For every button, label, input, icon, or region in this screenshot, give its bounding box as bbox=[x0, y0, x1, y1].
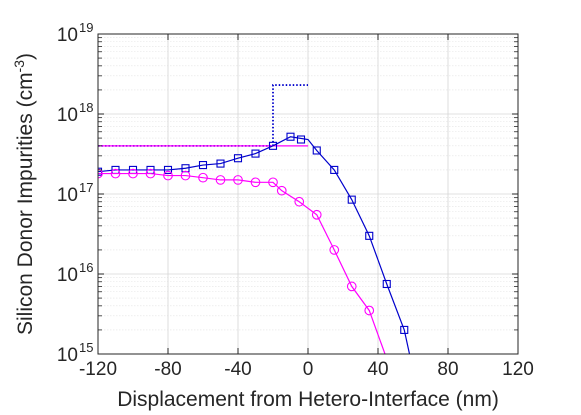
x-tick-label: -40 bbox=[224, 359, 251, 380]
x-axis-title: Displacement from Hetero-Interface (nm) bbox=[117, 388, 499, 411]
y-tick-label-base: 10 bbox=[57, 105, 78, 126]
series-3-marker bbox=[180, 170, 191, 181]
series-2-marker bbox=[268, 141, 278, 150]
plot-series bbox=[98, 84, 411, 354]
x-tick-label: 120 bbox=[502, 359, 534, 380]
series-3-marker bbox=[268, 177, 278, 188]
series-2-marker bbox=[198, 161, 208, 170]
y-tick-label: 10 bbox=[57, 25, 78, 46]
y-tick-label-exponent: 19 bbox=[79, 20, 93, 35]
series-2-marker bbox=[286, 132, 295, 141]
y-tick-label-base: 10 bbox=[57, 345, 78, 366]
series-3-marker bbox=[364, 305, 375, 316]
series-3-marker bbox=[198, 172, 208, 183]
y-tick-label-base: 10 bbox=[57, 185, 78, 206]
series-2-marker bbox=[330, 165, 339, 174]
series-3-marker bbox=[163, 170, 173, 181]
series-3-marker bbox=[110, 168, 121, 179]
y-axis-title: Silicon Donor Impurities (cm-3) bbox=[11, 53, 37, 335]
series-3-marker bbox=[311, 209, 322, 220]
x-tick-label: 40 bbox=[367, 359, 388, 380]
series-3-marker bbox=[250, 177, 261, 188]
x-tick-label: -80 bbox=[154, 359, 181, 380]
y-tick-label-base: 10 bbox=[57, 265, 78, 286]
series-2-marker bbox=[365, 231, 374, 240]
series-2-marker bbox=[347, 195, 356, 204]
series-2-marker bbox=[233, 154, 243, 163]
x-tick-label: 80 bbox=[437, 359, 458, 380]
series-3-marker bbox=[346, 281, 357, 292]
y-tick-label-exponent: 16 bbox=[79, 260, 93, 275]
series-3-marker bbox=[215, 175, 226, 185]
series-line-3 bbox=[98, 172, 386, 354]
series-2-marker bbox=[163, 165, 173, 174]
plot-area bbox=[98, 84, 411, 354]
y-tick-label-exponent: 18 bbox=[79, 100, 93, 115]
y-tick-label: 10 bbox=[57, 105, 78, 126]
series-3-marker bbox=[145, 168, 156, 179]
y-tick-label: 10 bbox=[57, 345, 78, 366]
y-tick-label-exponent: 15 bbox=[79, 340, 93, 355]
y-axis-title-close: ) bbox=[14, 53, 37, 60]
series-3-marker bbox=[329, 245, 340, 255]
series-2-marker bbox=[251, 149, 260, 158]
series-3-marker bbox=[98, 168, 103, 179]
x-tick-label: -120 bbox=[79, 359, 117, 380]
y-axis-title-main: Silicon Donor Impurities (cm bbox=[14, 72, 37, 335]
series-2-marker bbox=[382, 279, 391, 289]
y-axis-title-exponent: -3 bbox=[11, 60, 27, 73]
series-2-marker bbox=[400, 325, 409, 334]
series-2-marker bbox=[296, 135, 306, 144]
series-3-marker bbox=[128, 168, 138, 179]
y-tick-label: 10 bbox=[57, 265, 78, 286]
x-tick-label: 0 bbox=[303, 359, 314, 380]
y-tick-label-exponent: 17 bbox=[79, 180, 93, 195]
series-3-marker bbox=[276, 185, 287, 196]
series-2-marker bbox=[312, 146, 321, 155]
y-tick-label-base: 10 bbox=[57, 25, 78, 46]
series-2-marker bbox=[216, 159, 225, 168]
series-3-marker bbox=[294, 196, 305, 207]
ticks bbox=[97, 33, 519, 355]
y-tick-label: 10 bbox=[57, 185, 78, 206]
series-3-marker bbox=[233, 175, 243, 185]
